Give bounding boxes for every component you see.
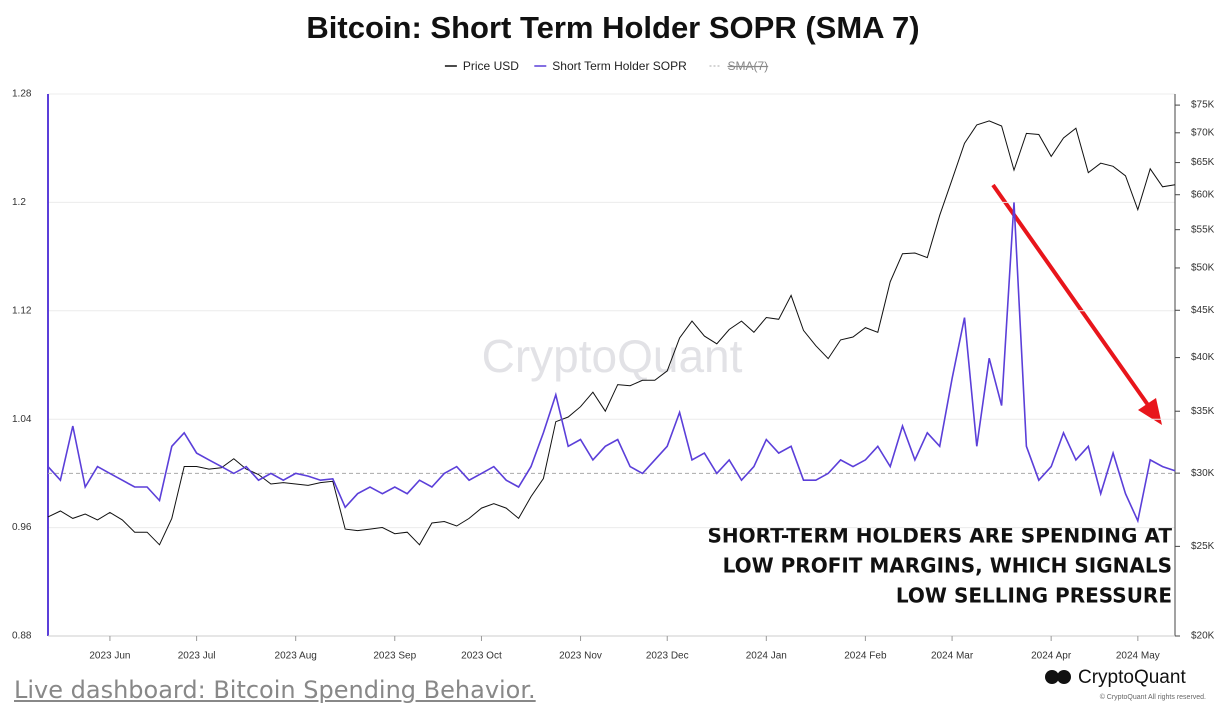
- annotation: SHORT-TERM HOLDERS ARE SPENDING AT LOW P…: [708, 524, 1173, 608]
- y2-tick-label: $30K: [1191, 468, 1215, 479]
- y-tick-label: 0.96: [12, 522, 32, 533]
- legend-label: Short Term Holder SOPR: [552, 59, 687, 73]
- y-tick-label: 1.12: [12, 305, 32, 316]
- y2-tick-label: $40K: [1191, 352, 1215, 363]
- brand-logo: [1057, 670, 1071, 684]
- x-tick-label: 2023 Jul: [178, 651, 216, 662]
- x-tick-label: 2024 May: [1116, 651, 1160, 662]
- y2-tick-label: $75K: [1191, 100, 1215, 111]
- x-tick-label: 2023 Dec: [646, 651, 689, 662]
- x-tick-label: 2024 Feb: [844, 651, 887, 662]
- brand-logo: [1045, 670, 1059, 684]
- y-tick-label: 1.2: [12, 197, 26, 208]
- x-tick-label: 2023 Jun: [89, 651, 130, 662]
- y2-tick-label: $70K: [1191, 127, 1215, 138]
- arrow-head: [1138, 398, 1162, 425]
- series-line: [47, 120, 1176, 546]
- x-tick-label: 2024 Mar: [931, 651, 974, 662]
- brand: CryptoQuant: [1078, 667, 1186, 688]
- x-tick-label: 2024 Jan: [746, 651, 787, 662]
- x-tick-label: 2023 Nov: [559, 651, 602, 662]
- legend-label: SMA(7): [728, 59, 769, 73]
- y2-tick-label: $55K: [1191, 224, 1215, 235]
- y2-tick-label: $65K: [1191, 157, 1215, 168]
- dashboard-link[interactable]: Live dashboard: Bitcoin Spending Behavio…: [14, 676, 536, 704]
- y-tick-label: 1.04: [12, 414, 32, 425]
- series-line: [47, 202, 1176, 524]
- x-tick-label: 2024 Apr: [1031, 651, 1072, 662]
- arrow: [991, 183, 1150, 407]
- y-tick-label: 1.28: [12, 89, 32, 100]
- chart-title: Bitcoin: Short Term Holder SOPR (SMA 7): [306, 10, 919, 45]
- watermark: CryptoQuant: [482, 330, 743, 382]
- annotation-line: LOW PROFIT MARGINS, WHICH SIGNALS: [723, 554, 1172, 578]
- copyright: © CryptoQuant All rights reserved.: [1100, 693, 1206, 701]
- x-tick-label: 2023 Aug: [275, 651, 317, 662]
- legend-label: Price USD: [463, 59, 519, 73]
- y2-tick-label: $35K: [1191, 406, 1215, 417]
- y-tick-label: 0.88: [12, 631, 32, 642]
- y2-tick-label: $45K: [1191, 305, 1215, 316]
- y2-tick-label: $60K: [1191, 189, 1215, 200]
- x-tick-label: 2023 Sep: [373, 651, 416, 662]
- y2-tick-label: $25K: [1191, 541, 1215, 552]
- x-tick-label: 2023 Oct: [461, 651, 502, 662]
- y2-tick-label: $50K: [1191, 263, 1215, 274]
- y2-tick-label: $20K: [1191, 631, 1215, 642]
- annotation-line: LOW SELLING PRESSURE: [896, 584, 1172, 608]
